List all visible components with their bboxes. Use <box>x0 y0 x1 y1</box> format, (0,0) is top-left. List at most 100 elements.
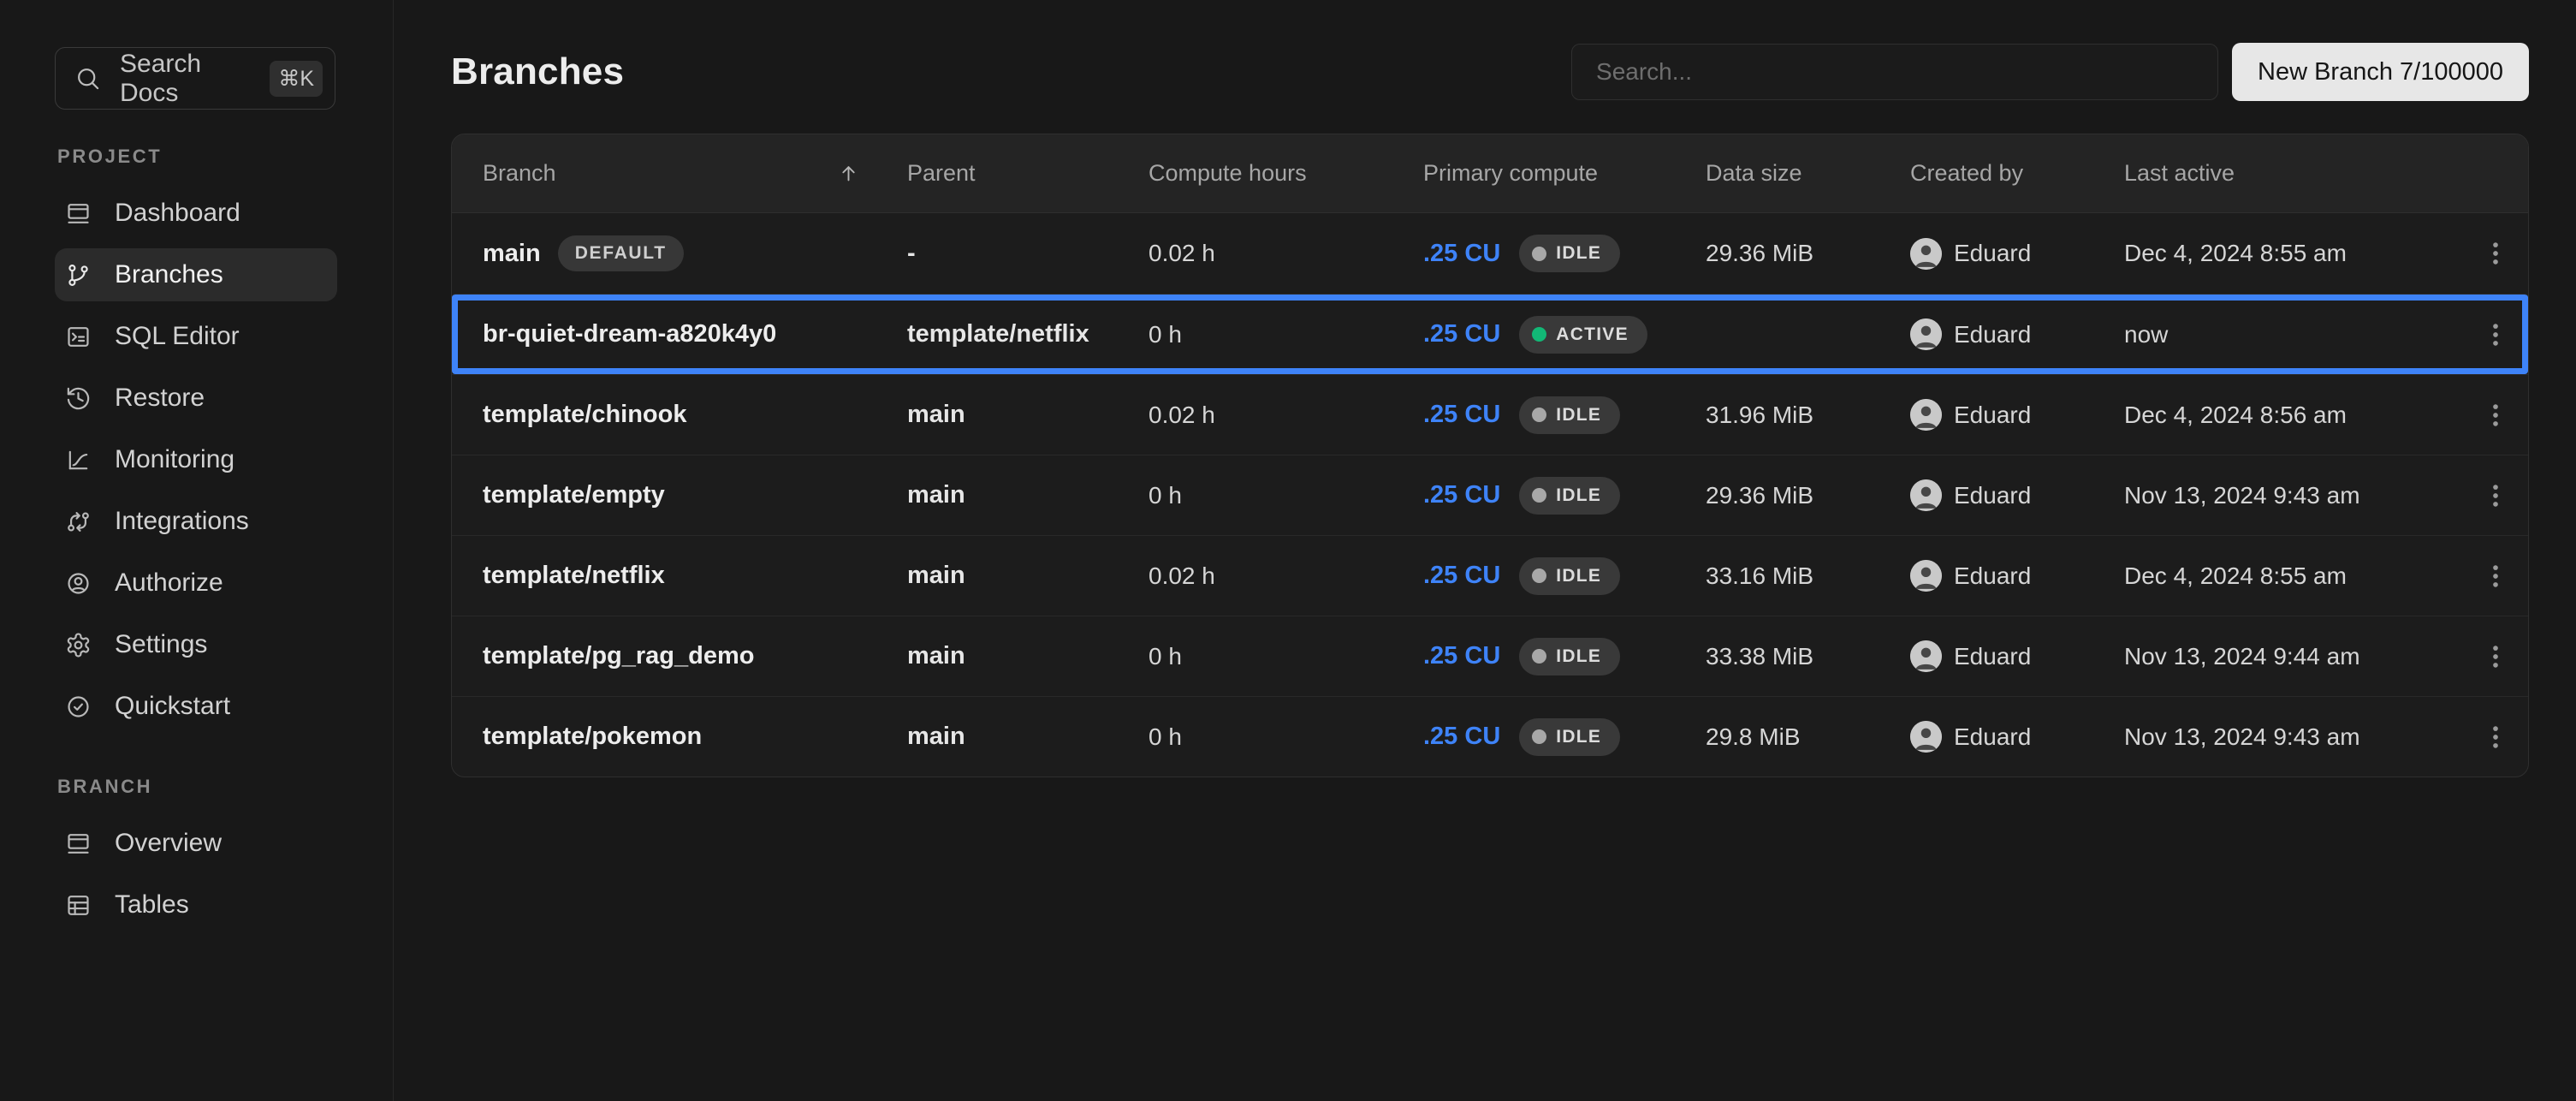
branch-row[interactable]: template/chinook main 0.02 h .25 CU IDLE 31.9… <box>452 374 2528 455</box>
kebab-icon <box>2481 723 2510 752</box>
column-header-compute-hours[interactable]: Compute hours <box>1149 160 1307 186</box>
branch-cell: template/chinook <box>452 401 907 429</box>
sidebar: Search Docs ⌘K PROJECT Dashboard Branches S… <box>0 0 394 1101</box>
row-menu-button[interactable] <box>2470 470 2521 521</box>
branch-row[interactable]: main DEFAULT - 0.02 h .25 CU IDLE 29.36 MiB Edu… <box>452 213 2528 294</box>
column-label-branch: Branch <box>483 160 556 186</box>
sidebar-item-label: Dashboard <box>115 199 240 227</box>
sidebar-nav: PROJECT Dashboard Branches SQL Editor Restor… <box>55 146 365 931</box>
sidebar-item-label: Quickstart <box>115 692 231 720</box>
sidebar-item-monitoring[interactable]: Monitoring <box>55 433 337 486</box>
column-header-parent[interactable]: Parent <box>907 160 976 186</box>
sidebar-item-quickstart[interactable]: Quickstart <box>55 680 337 733</box>
sidebar-section: PROJECT Dashboard Branches SQL Editor Restor… <box>55 146 365 733</box>
compute-size-link[interactable]: .25 CU <box>1423 723 1501 750</box>
branch-name: template/netflix <box>483 562 665 589</box>
row-menu-button[interactable] <box>2470 711 2521 763</box>
row-menu-button[interactable] <box>2470 631 2521 682</box>
sidebar-item-authorize[interactable]: Authorize <box>55 556 337 610</box>
status-label: IDLE <box>1556 646 1602 666</box>
sidebar-item-restore[interactable]: Restore <box>55 372 337 425</box>
compute-hours-cell: 0 h <box>1149 481 1182 509</box>
branch-name: template/pokemon <box>483 723 703 750</box>
last-active-cell: now <box>2124 320 2169 348</box>
branch-search-input[interactable] <box>1571 44 2219 100</box>
row-menu-button[interactable] <box>2470 309 2521 360</box>
sidebar-item-label: Settings <box>115 630 208 658</box>
compute-status-badge: IDLE <box>1519 235 1621 272</box>
created-by-name: Eduard <box>1954 562 2032 589</box>
user-avatar <box>1910 560 1942 592</box>
integrations-icon <box>65 509 92 535</box>
primary-compute-cell: .25 CU IDLE <box>1423 637 1706 675</box>
sidebar-item-dashboard[interactable]: Dashboard <box>55 187 337 240</box>
compute-size-link[interactable]: .25 CU <box>1423 642 1501 670</box>
sidebar-item-tables[interactable]: Tables <box>55 878 337 931</box>
compute-size-link[interactable]: .25 CU <box>1423 401 1501 428</box>
branch-cell: template/pokemon <box>452 723 907 751</box>
sidebar-item-branches[interactable]: Branches <box>55 248 337 301</box>
sidebar-item-integrations[interactable]: Integrations <box>55 495 337 548</box>
actions-cell <box>2464 309 2528 360</box>
kebab-icon <box>2481 642 2510 671</box>
branch-row[interactable]: template/netflix main 0.02 h .25 CU IDLE 33.1… <box>452 535 2528 616</box>
compute-size-link[interactable]: .25 CU <box>1423 320 1501 348</box>
compute-size-link[interactable]: .25 CU <box>1423 481 1501 509</box>
column-header-data-size[interactable]: Data size <box>1706 160 1802 186</box>
branch-row[interactable]: template/empty main 0 h .25 CU IDLE 29.36 MiB… <box>452 455 2528 535</box>
restore-icon <box>65 385 92 412</box>
status-dot <box>1532 408 1547 422</box>
last-active-cell: Dec 4, 2024 8:55 am <box>2124 562 2347 589</box>
parent-name: main <box>907 401 965 428</box>
branch-row[interactable]: template/pg_rag_demo main 0 h .25 CU IDLE 33.… <box>452 616 2528 696</box>
column-header-branch[interactable]: Branch <box>452 160 907 187</box>
data-size-cell: 33.38 MiB <box>1706 642 1814 670</box>
main-content: Branches New Branch 7/100000 Branch Pare… <box>394 0 2576 1101</box>
parent-cell: template/netflix <box>907 320 1149 348</box>
compute-size-link[interactable]: .25 CU <box>1423 239 1501 267</box>
git-branch-icon <box>65 262 92 289</box>
parent-name: main <box>907 562 965 589</box>
branch-cell: template/netflix <box>452 562 907 590</box>
tables-icon <box>65 892 92 919</box>
compute-size-link[interactable]: .25 CU <box>1423 562 1501 589</box>
primary-compute-cell: .25 CU IDLE <box>1423 476 1706 515</box>
compute-hours-cell: 0.02 h <box>1149 562 1215 589</box>
row-menu-button[interactable] <box>2470 550 2521 602</box>
new-branch-button[interactable]: New Branch 7/100000 <box>2232 43 2529 101</box>
sidebar-item-settings[interactable]: Settings <box>55 618 337 671</box>
actions-cell <box>2464 470 2528 521</box>
status-label: IDLE <box>1556 565 1602 586</box>
user-avatar <box>1910 237 1942 270</box>
sidebar-item-label: Authorize <box>115 568 223 597</box>
created-by-name: Eduard <box>1954 481 2032 509</box>
actions-cell <box>2464 550 2528 602</box>
status-label: IDLE <box>1556 404 1602 425</box>
row-menu-button[interactable] <box>2470 390 2521 441</box>
parent-name: main <box>907 723 965 750</box>
created-by-cell: Eduard <box>1910 640 2124 672</box>
compute-hours-cell: 0.02 h <box>1149 401 1215 428</box>
row-menu-button[interactable] <box>2470 228 2521 279</box>
settings-icon <box>65 632 92 658</box>
last-active-cell: Nov 13, 2024 9:43 am <box>2124 481 2360 509</box>
branch-cell: main DEFAULT <box>452 235 907 271</box>
docs-search-button[interactable]: Search Docs ⌘K <box>55 47 335 110</box>
created-by-cell: Eduard <box>1910 560 2124 592</box>
column-header-last-active[interactable]: Last active <box>2124 160 2235 186</box>
created-by-cell: Eduard <box>1910 399 2124 431</box>
column-header-primary-compute[interactable]: Primary compute <box>1423 160 1599 186</box>
sql-editor-icon <box>65 324 92 350</box>
sidebar-item-overview[interactable]: Overview <box>55 817 337 870</box>
status-dot <box>1532 246 1547 261</box>
sidebar-item-sql-editor[interactable]: SQL Editor <box>55 310 337 363</box>
parent-name: main <box>907 642 965 670</box>
sidebar-item-label: Tables <box>115 890 189 919</box>
branch-row[interactable]: br-quiet-dream-a820k4y0 template/netflix 0… <box>452 294 2528 374</box>
branch-name: template/empty <box>483 481 665 509</box>
table-body: main DEFAULT - 0.02 h .25 CU IDLE 29.36 MiB Edu… <box>452 213 2528 777</box>
branch-row[interactable]: template/pokemon main 0 h .25 CU IDLE 29.8 Mi… <box>452 696 2528 777</box>
compute-status-badge: IDLE <box>1519 637 1621 675</box>
user-avatar <box>1910 721 1942 753</box>
column-header-created-by[interactable]: Created by <box>1910 160 2024 186</box>
